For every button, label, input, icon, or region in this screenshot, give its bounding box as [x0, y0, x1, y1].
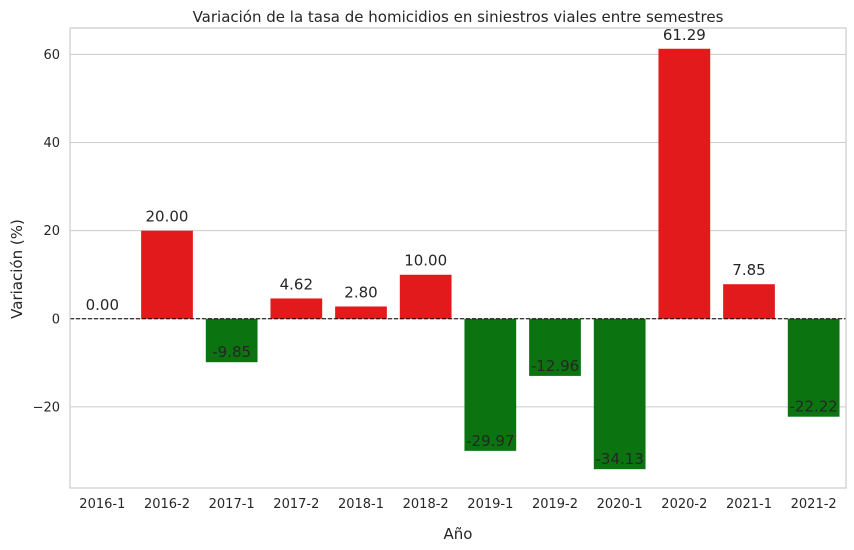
- data-label: -34.13: [595, 450, 643, 468]
- bar: [141, 230, 193, 319]
- x-tick-label: 2016-1: [79, 497, 125, 512]
- data-label: 20.00: [146, 208, 189, 226]
- y-tick-label: 60: [43, 48, 60, 63]
- x-tick-label: 2018-1: [338, 497, 384, 512]
- data-label: -22.22: [789, 398, 837, 416]
- data-label: 2.80: [344, 283, 377, 301]
- data-label: -9.85: [212, 343, 251, 361]
- x-axis-label: Año: [444, 525, 473, 543]
- y-tick-label: 0: [52, 312, 60, 327]
- data-label: 7.85: [732, 261, 765, 279]
- data-labels: 0.00 20.00 -9.85 4.62 2.80 10.00 -29.97 -12.96 -…: [86, 26, 838, 468]
- data-label: 4.62: [280, 275, 313, 293]
- x-tick-label: 2019-2: [532, 497, 578, 512]
- x-tick-label: 2020-2: [661, 497, 707, 512]
- y-tick-label: −20: [33, 400, 60, 415]
- axes: −20 0 20 40 60 2016-1 2016-2 2017-1 2017-2 2018-1…: [33, 27, 847, 512]
- x-tick-label: 2021-2: [791, 497, 837, 512]
- x-tick-label: 2019-1: [467, 497, 513, 512]
- x-tick-label: 2016-2: [144, 497, 190, 512]
- bar: [593, 318, 646, 470]
- chart-title: Variación de la tasa de homicidios en si…: [193, 8, 724, 26]
- bar: [658, 48, 711, 319]
- data-label: -29.97: [466, 432, 514, 450]
- data-label: 0.00: [86, 296, 119, 314]
- y-axis-label: Variación (%): [8, 219, 26, 319]
- y-tick-label: 40: [43, 136, 60, 151]
- bar: [529, 318, 581, 376]
- bar: [464, 318, 517, 451]
- x-tick-label: 2018-2: [403, 497, 449, 512]
- bar: [335, 306, 387, 319]
- data-label: 10.00: [404, 252, 447, 270]
- bar: [399, 274, 452, 319]
- data-label: 61.29: [663, 26, 706, 44]
- x-tick-label: 2020-1: [597, 497, 643, 512]
- x-tick-label: 2017-2: [273, 497, 319, 512]
- x-tick-label: 2017-1: [209, 497, 255, 512]
- bar: [205, 318, 258, 363]
- y-tick-label: 20: [43, 224, 60, 239]
- x-tick-label: 2021-1: [726, 497, 772, 512]
- bar: [723, 284, 775, 319]
- plot-frame: [69, 27, 847, 489]
- bar: [270, 298, 323, 319]
- bars: [141, 48, 840, 470]
- data-label: -12.96: [531, 357, 579, 375]
- bar: [787, 318, 840, 417]
